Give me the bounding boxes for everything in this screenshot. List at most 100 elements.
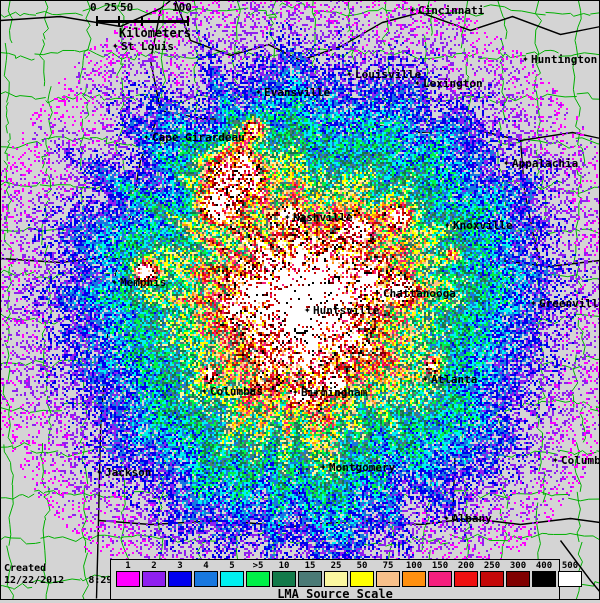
city-label-knoxville-9: ✦ Knoxville [444, 219, 513, 232]
city-label-appalachia-7: ✦ Appalachia [503, 157, 579, 170]
city-name: Chattanooga [383, 287, 456, 300]
city-marker-star-icon: ✦ [409, 3, 416, 16]
city-label-columbus-17: ✦Columbus [552, 454, 600, 467]
created-datetime: 12/22/2012 8:29:27 [4, 575, 130, 587]
legend-tick-200: 200 [457, 561, 475, 571]
city-label-greenville-12: ✦ Greenville [530, 297, 600, 309]
city-marker-star-icon: ✦ [522, 52, 529, 65]
scale-tick-100: 100 [172, 1, 192, 14]
legend-swatch-10 [272, 571, 296, 587]
city-marker-star-icon: ✦ [443, 511, 450, 524]
legend-tick-500: 500 [561, 561, 579, 571]
city-label-cincinnati-1: ✦ Cincinnati [409, 4, 484, 16]
city-label-cape-girardeau-6: ✦ Cape Girardeau [143, 131, 245, 144]
city-label-st-louis-0: ✦ St Louis [112, 40, 174, 53]
created-timestamp: Created 12/22/2012 8:29:27 [4, 563, 130, 587]
city-name: St Louis [121, 40, 174, 53]
city-label-huntington-2: ✦ Huntington [522, 53, 598, 66]
scale-bar-rule [96, 16, 189, 26]
created-time: 8:29:27 [88, 575, 130, 586]
city-marker-star-icon: ✦ [111, 275, 118, 288]
scale-tick-0: 0 [90, 1, 97, 14]
legend-color-swatches [116, 571, 582, 587]
city-label-louisville-3: ✦ Louisville [346, 68, 422, 81]
city-marker-star-icon: ✦ [96, 465, 103, 478]
legend-tick-300: 300 [509, 561, 527, 571]
legend-tick-400: 400 [535, 561, 553, 571]
city-label-columbus-15: ✦ Columbus [201, 385, 263, 398]
legend-tick-250: 250 [483, 561, 501, 571]
city-name: Columbus [210, 385, 263, 398]
lma-source-scale-legend: 1 2 3 4 5 >5 10 15 25 50 75 100 150 200 250 300 400 500 L… [110, 559, 582, 601]
legend-swatch->5 [246, 571, 270, 587]
city-name: Lexington [423, 77, 483, 90]
city-marker-star-icon: ✦ [304, 303, 311, 316]
legend-swatch-500 [558, 571, 582, 587]
city-marker-star-icon: ✦ [444, 218, 451, 231]
city-label-jackson-18: ✦ Jackson [96, 466, 151, 478]
city-name: Columbus [561, 454, 600, 467]
legend-tick-4: 4 [203, 561, 209, 571]
city-label-evansville-5: ✦ Evansville [255, 86, 331, 99]
legend-tick-3: 3 [177, 561, 183, 571]
city-name: Cape Girardeau [152, 131, 245, 144]
legend-tick-25: 25 [330, 561, 342, 571]
city-name: Evansville [264, 86, 331, 99]
legend-swatch-75 [376, 571, 400, 587]
created-label: Created [4, 563, 47, 574]
legend-tick-75: 75 [382, 561, 394, 571]
legend-tick-5: 5 [229, 561, 235, 571]
city-label-atlanta-14: ✦ Atlanta [422, 373, 477, 385]
legend-swatch-50 [350, 571, 374, 587]
city-name: Louisville [355, 68, 422, 81]
city-label-memphis-10: ✦ Memphis [111, 276, 167, 289]
city-marker-star-icon: ✦ [530, 296, 537, 309]
legend-title: LMA Source Scale [277, 587, 393, 601]
scale-tick-50: 50 [120, 1, 134, 14]
city-marker-star-icon: ✦ [552, 453, 559, 466]
city-marker-star-icon: ✦ [320, 460, 327, 473]
legend-swatch-5 [220, 571, 244, 587]
city-label-chattanooga-11: ✦ Chattanooga [374, 287, 456, 300]
city-label-montgomery-19: ✦ Montgomery [320, 461, 395, 473]
legend-tick-1: 1 [125, 561, 131, 571]
city-marker-star-icon: ✦ [112, 39, 119, 52]
city-label-huntsville-13: ✦ Huntsville [304, 304, 380, 317]
legend-swatch-25 [324, 571, 348, 587]
city-marker-star-icon: ✦ [284, 210, 291, 223]
legend-swatch-15 [298, 571, 322, 587]
city-name: Huntington [531, 53, 598, 66]
city-marker-star-icon: ✦ [255, 85, 262, 98]
legend-tick-50: 50 [356, 561, 368, 571]
legend-swatch-3 [168, 571, 192, 587]
city-name: Appalachia [512, 157, 579, 170]
city-name: Birmingham [301, 386, 368, 399]
legend-tick->5: >5 [252, 561, 264, 571]
created-date: 12/22/2012 [4, 575, 65, 586]
legend-tick-10: 10 [278, 561, 290, 571]
scale-bar: 0 25 50 100 Kilometers [90, 1, 195, 41]
legend-swatch-400 [532, 571, 556, 587]
scale-tick-25: 25 [104, 1, 118, 14]
legend-swatch-150 [428, 571, 452, 587]
city-name: Memphis [120, 276, 167, 289]
legend-swatch-250 [480, 571, 504, 587]
city-marker-star-icon: ✦ [422, 372, 429, 385]
city-marker-star-icon: ✦ [414, 76, 421, 89]
city-name: Albany [452, 512, 492, 525]
city-name: Nashville [293, 211, 353, 224]
scale-bar-unit-label: Kilometers [118, 26, 192, 40]
legend-swatch-1 [116, 571, 140, 587]
city-marker-star-icon: ✦ [346, 67, 353, 80]
city-label-birmingham-16: ✦ Birmingham [292, 386, 368, 399]
legend-tick-2: 2 [151, 561, 157, 571]
legend-tick-15: 15 [304, 561, 316, 571]
city-label-albany-20: ✦ Albany [443, 512, 492, 525]
city-name: Knoxville [453, 219, 513, 232]
legend-swatch-300 [506, 571, 530, 587]
legend-tick-labels: 1 2 3 4 5 >5 10 15 25 50 75 100 150 200 250 300 400 500 [111, 561, 578, 572]
city-marker-star-icon: ✦ [292, 385, 299, 398]
city-name: Huntsville [313, 304, 380, 317]
